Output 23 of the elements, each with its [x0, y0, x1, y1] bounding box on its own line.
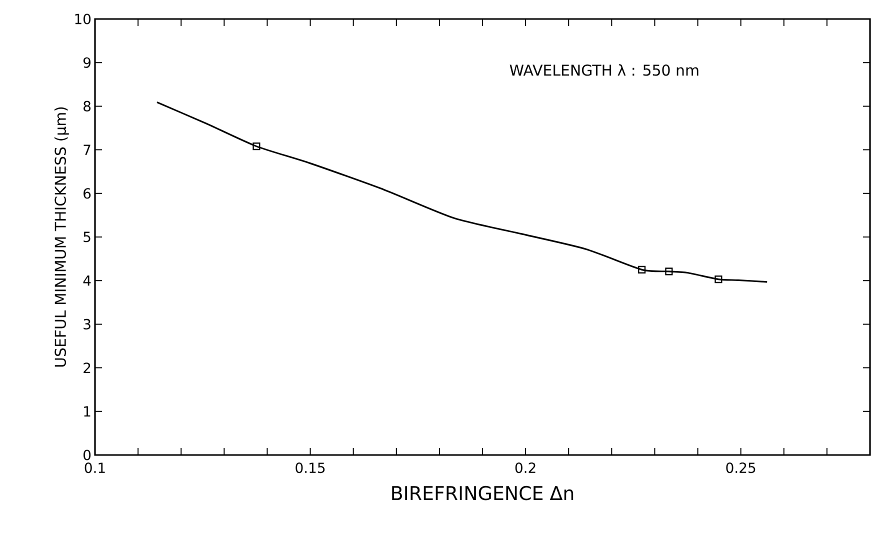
y-tick-label: 8 — [84, 100, 91, 112]
y-tick-label: 6 — [84, 188, 91, 199]
x-tick-label: 0.15 — [296, 462, 325, 474]
point — [714, 276, 722, 284]
x-tick-label: 0.2 — [515, 462, 536, 474]
annotation: WAVELENGTH λ : 550 nm — [510, 64, 698, 76]
y-tick-label: 0 — [84, 450, 91, 460]
point — [665, 268, 673, 276]
x-tick-label: 0.25 — [726, 462, 756, 474]
y-tick-label: 2 — [84, 362, 90, 373]
y-tick-label: 3 — [84, 318, 90, 330]
x-axis-title: BIREFRINGENCE Δn — [392, 486, 574, 500]
y-tick-label: 9 — [83, 57, 90, 68]
y-tick-label: 10 — [75, 14, 91, 24]
y-tick-label: 5 — [84, 232, 90, 242]
line-series — [156, 101, 768, 283]
point — [638, 266, 646, 274]
y-tick-label: 4 — [83, 276, 91, 286]
x-tick-label: 0.1 — [84, 462, 105, 474]
y-tick-label: 1 — [84, 406, 90, 416]
y-tick-label: 7 — [84, 144, 90, 155]
y-axis-title: USEFUL MINIMUM THICKNESS (μm) — [54, 107, 69, 367]
point — [252, 142, 260, 150]
